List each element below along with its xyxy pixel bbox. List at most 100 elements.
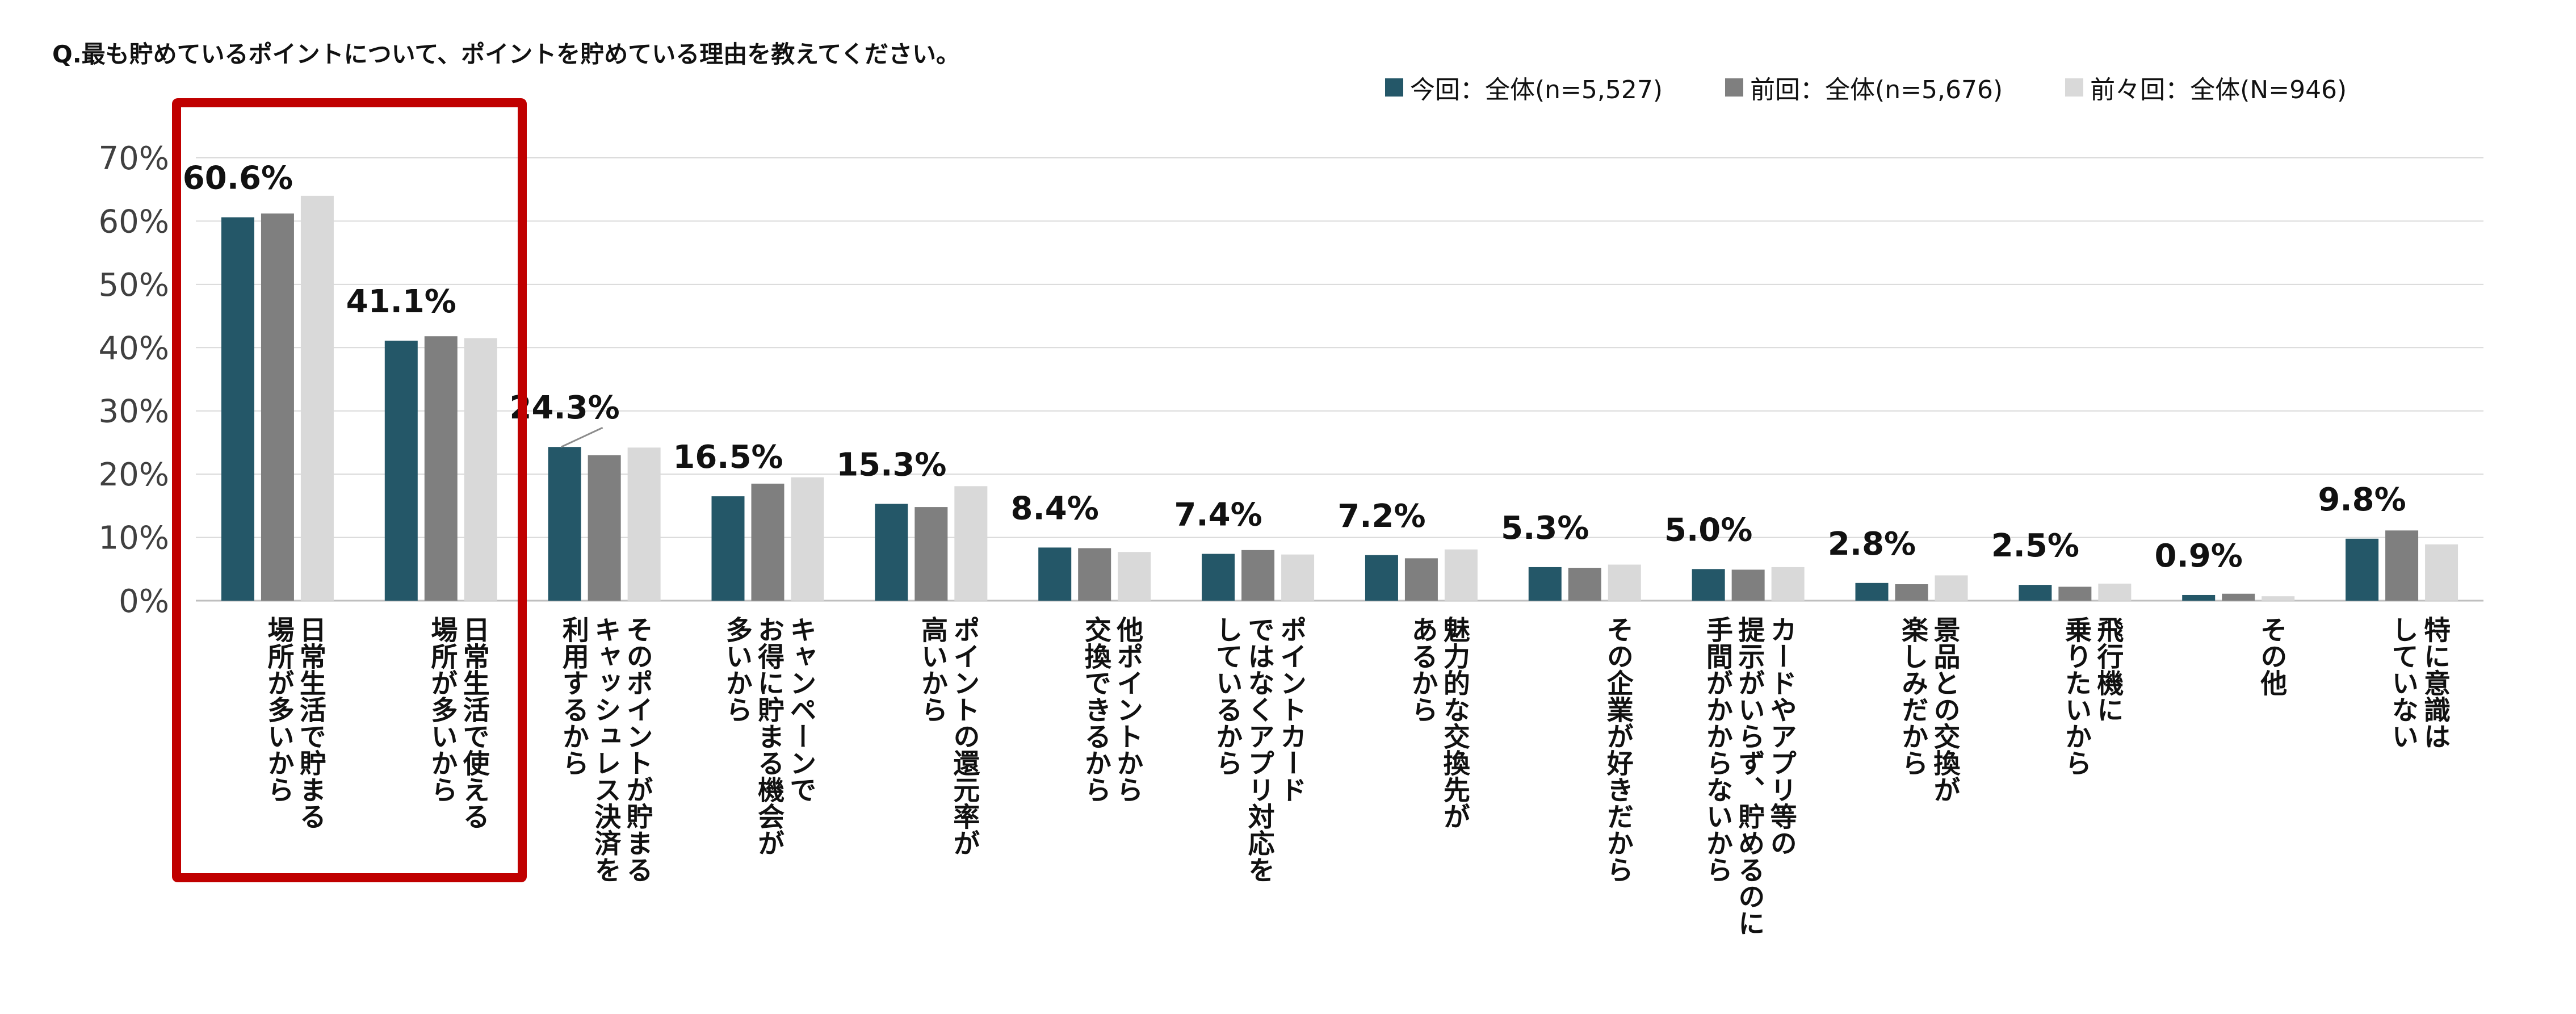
bar-series-3 — [1118, 552, 1151, 601]
bar-series-3 — [2098, 583, 2132, 601]
bar-series-1 — [1528, 567, 1562, 601]
y-tick-label: 40% — [99, 330, 169, 367]
bar-series-3 — [1281, 554, 1315, 601]
data-label: 15.3% — [836, 447, 946, 484]
bar-series-2 — [751, 483, 784, 601]
category-label-text: 他ポイントから 交換できるから — [1079, 616, 1143, 803]
data-label: 7.4% — [1174, 497, 1262, 534]
bar-series-3 — [1771, 567, 1805, 601]
bar-series-3 — [954, 486, 988, 601]
data-label: 16.5% — [673, 439, 783, 476]
data-label: 0.9% — [2155, 538, 2243, 575]
category-label-text: 景品との交換が 楽しみだから — [1897, 616, 1960, 803]
y-tick-label: 10% — [99, 520, 169, 557]
category-label-text: ポイントの還元率が 高いから — [916, 616, 980, 856]
category-label: 日常生活で貯まる 場所が多いから — [212, 616, 343, 934]
bar-series-3 — [1444, 549, 1478, 601]
bar-series-2 — [2385, 530, 2419, 601]
category-label-text: カードやアプリ等の 提示がいらず、貯めるのに 手間がかからないから — [1701, 616, 1797, 936]
bar-series-2 — [2222, 593, 2255, 601]
category-label: キャンペーンで お得に貯まる機会が 多いから — [703, 616, 833, 934]
legend-swatch-before-previous — [2065, 78, 2084, 97]
bar-series-2 — [914, 507, 948, 601]
category-label: 日常生活で使える 場所が多いから — [376, 616, 506, 934]
bar-series-1 — [221, 217, 254, 601]
legend-label-before-previous: 前々回：全体(N=946) — [2090, 76, 2347, 104]
data-label: 2.8% — [1828, 526, 1916, 563]
bar-series-2 — [261, 213, 294, 601]
y-tick-label: 70% — [99, 140, 169, 177]
y-tick-label: 0% — [119, 583, 169, 620]
data-label: 41.1% — [346, 283, 456, 320]
bar-series-1 — [548, 447, 581, 601]
bar-series-2 — [1731, 569, 1765, 601]
bar-series-1 — [1202, 554, 1235, 601]
bar-series-1 — [2019, 585, 2052, 601]
bar-series-2 — [1404, 558, 1438, 601]
legend: 今回：全体(n=5,527) 前回：全体(n=5,676) 前々回：全体(N=9… — [1385, 69, 2347, 106]
legend-label-previous: 前回：全体(n=5,676) — [1750, 76, 2003, 104]
highlight-box — [172, 98, 527, 882]
category-label-text: 飛行機に 乗りたいから — [2059, 616, 2124, 776]
legend-item-current: 今回：全体(n=5,527) — [1385, 69, 1663, 106]
data-label: 9.8% — [2318, 481, 2406, 518]
category-label-text: キャンペーンで お得に貯まる機会が 多いから — [720, 616, 816, 856]
data-label: 24.3% — [510, 389, 620, 426]
y-tick-label: 30% — [99, 393, 169, 430]
category-label: 特に意識は していない — [2336, 616, 2467, 934]
category-label-text: 日常生活で使える 場所が多いから — [426, 616, 489, 829]
bar-series-2 — [1241, 550, 1275, 601]
category-label: その企業が好きだから — [1520, 616, 1650, 934]
data-label: 5.3% — [1501, 510, 1589, 547]
bar-series-3 — [300, 195, 334, 601]
bar-series-2 — [1078, 548, 1111, 601]
category-label: 飛行機に 乗りたいから — [2009, 616, 2140, 934]
category-label: そのポイントが貯まる キャッシュレス決済を 利用するから — [539, 616, 670, 934]
bar-series-3 — [2262, 596, 2295, 601]
bar-series-1 — [2182, 594, 2216, 601]
bar-series-1 — [1855, 583, 1889, 601]
category-label: ポイントの還元率が 高いから — [866, 616, 996, 934]
bar-series-3 — [464, 338, 497, 601]
bar-series-3 — [791, 477, 824, 601]
category-label: カードやアプリ等の 提示がいらず、貯めるのに 手間がかからないから — [1683, 616, 1814, 936]
data-label: 5.0% — [1664, 512, 1752, 548]
bar-series-1 — [2346, 538, 2379, 601]
bar-series-3 — [2425, 544, 2458, 601]
legend-item-before-previous: 前々回：全体(N=946) — [2065, 69, 2347, 106]
legend-swatch-previous — [1725, 78, 1744, 97]
category-label-text: 日常生活で貯まる 場所が多いから — [262, 616, 326, 829]
bar-series-1 — [711, 496, 745, 601]
bar-series-1 — [1692, 569, 1725, 601]
bar-series-2 — [1568, 568, 1601, 601]
category-label: 魅力的な交換先が あるから — [1356, 616, 1487, 934]
y-tick-label: 20% — [99, 456, 169, 493]
legend-label-current: 今回：全体(n=5,527) — [1410, 76, 1663, 104]
bar-series-2 — [588, 455, 621, 601]
bar-series-3 — [1608, 564, 1641, 601]
legend-swatch-current — [1385, 78, 1403, 97]
category-label: その他 — [2173, 616, 2304, 934]
category-label-text: 特に意識は していない — [2386, 616, 2451, 749]
category-label: ポイントカード ではなくアプリ対応を しているから — [1193, 616, 1323, 934]
category-label-text: その他 — [2255, 616, 2287, 696]
data-label: 7.2% — [1337, 498, 1425, 535]
data-label: 60.6% — [183, 160, 293, 197]
bar-series-1 — [384, 341, 418, 601]
category-label-text: 魅力的な交換先が あるから — [1406, 616, 1470, 829]
category-label-text: ポイントカード ではなくアプリ対応を しているから — [1211, 616, 1307, 883]
legend-item-previous: 前回：全体(n=5,676) — [1725, 69, 2003, 106]
y-tick-label: 50% — [99, 267, 169, 304]
category-label: 景品との交換が 楽しみだから — [1847, 616, 1977, 934]
bar-series-1 — [875, 504, 908, 601]
category-label-text: その企業が好きだから — [1601, 616, 1633, 883]
bar-series-1 — [1365, 555, 1398, 601]
data-label: 8.4% — [1011, 490, 1099, 527]
data-label: 2.5% — [1991, 527, 2079, 564]
bar-series-3 — [627, 447, 661, 601]
bar-series-1 — [1038, 547, 1072, 601]
y-tick-label: 60% — [99, 203, 169, 240]
bar-series-2 — [424, 336, 458, 601]
chart-title: Q.最も貯めているポイントについて、ポイントを貯めている理由を教えてください。 — [52, 40, 960, 68]
